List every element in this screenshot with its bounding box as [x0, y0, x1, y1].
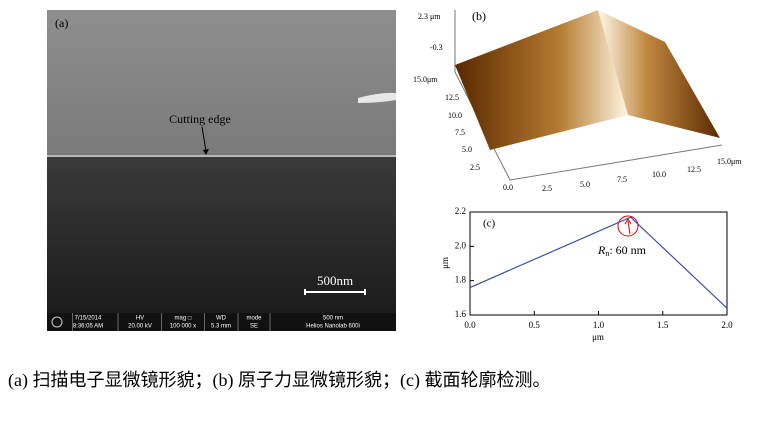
y-tick-label: 12.5: [445, 93, 459, 102]
panel-label: (b): [472, 9, 486, 23]
y-tick-label: 2.2: [455, 206, 466, 216]
highlight: [617, 215, 639, 237]
y-tick-label: 7.5: [455, 128, 465, 137]
z-tick-label: 2.3 μm: [418, 12, 441, 21]
info-text: mag □: [175, 316, 192, 322]
x-tick-label: 7.5: [617, 175, 627, 184]
annotation: Rn: 60 nm: [597, 243, 647, 258]
x-tick-label: 0.0: [464, 320, 476, 330]
x-tick-label: 2.0: [721, 320, 733, 330]
info-text: 8:36:05 AM: [73, 324, 103, 330]
arrow: [201, 126, 207, 152]
arrow: [624, 218, 632, 235]
sem-lower: [47, 156, 396, 313]
logo: [51, 316, 63, 328]
x-tick-label: 1.0: [593, 320, 605, 330]
info-bar: [47, 313, 396, 331]
symbol: R: [597, 243, 606, 257]
info-text: mode: [246, 316, 262, 322]
y-tick-label: 10.0: [448, 111, 462, 120]
info-text: HV: [136, 316, 144, 322]
info-text: 20.00 kV: [128, 324, 152, 330]
x-tick-label: 2.5: [542, 184, 552, 193]
x-tick-label: 12.5: [687, 165, 701, 174]
surface-right: [598, 10, 720, 138]
caption: (a) 扫描电子显微镜形貌；(b) 原子力显微镜形貌；(c) 截面轮廓检测。: [8, 370, 550, 391]
info-text: SE: [250, 324, 258, 330]
y-tick-label: 2.5: [470, 163, 480, 172]
subscript: n: [605, 249, 609, 258]
arrowhead: [203, 149, 209, 155]
profile-line: [469, 216, 728, 309]
surface-left: [455, 10, 628, 150]
annotation: Cutting edge: [169, 112, 231, 126]
debris: [358, 92, 396, 103]
panel-label: (a): [55, 16, 68, 30]
y-tick-label: 0.0: [503, 183, 513, 192]
sem-upper: [47, 10, 396, 156]
plot-frame: [469, 211, 728, 316]
info-text: 500 nm: [323, 316, 343, 322]
info-text: 100 000 x: [170, 324, 196, 330]
y-tick-label: 1.8: [455, 275, 467, 285]
x-tick-label: 1.5: [657, 320, 669, 330]
x-tick-label: 0.5: [529, 320, 541, 330]
y-tick-label: 2.0: [455, 240, 467, 250]
y-axis-label: μm: [440, 257, 450, 269]
scale-label: 500nm: [317, 273, 353, 288]
x-tick-label: 10.0: [652, 170, 666, 179]
y-tick-label: 5.0: [462, 145, 472, 154]
info-text: Helios Nanolab 600i: [306, 324, 360, 330]
y-tick-label: 1.6: [455, 309, 467, 319]
scale-bar: [304, 289, 366, 295]
x-tick-label: 15.0μm: [717, 157, 742, 166]
info-text: 5.3 mm: [211, 324, 231, 330]
z-tick-label: -0.3: [430, 43, 443, 52]
y-tick-label: 15.0μm: [413, 75, 438, 84]
panel-label: (c): [483, 218, 496, 230]
annotation-text: : 60 nm: [609, 243, 646, 257]
x-axis-label: μm: [592, 332, 604, 342]
info-text: 7/15/2014: [75, 316, 102, 322]
x-tick-label: 5.0: [580, 180, 590, 189]
info-text: WD: [216, 316, 227, 322]
